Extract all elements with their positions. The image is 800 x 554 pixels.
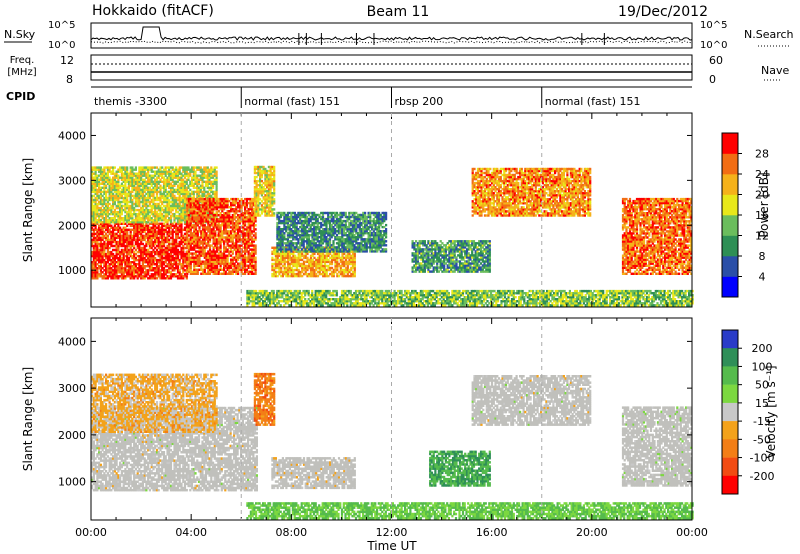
power-cell bbox=[114, 166, 116, 168]
power-cell bbox=[135, 166, 137, 168]
frequency-tick-bottom: 8 bbox=[66, 73, 73, 86]
superdarn-rti-plot: Hokkaido (fitACF) Beam 11 19/Dec/2012 N.… bbox=[0, 0, 800, 554]
frequency-panel-frame bbox=[91, 55, 692, 80]
nave-label: Nave bbox=[761, 64, 789, 77]
cpid-mode-label: rbsp 200 bbox=[395, 95, 444, 108]
noise-right-tick-top: 10^5 bbox=[700, 20, 727, 31]
power-data bbox=[91, 166, 694, 307]
noise-left-tick-bottom: 10^0 bbox=[48, 40, 75, 51]
power-cell bbox=[173, 269, 175, 271]
power-cell bbox=[138, 261, 140, 263]
cpid-mode-label: normal (fast) 151 bbox=[244, 95, 340, 108]
cpid-label: CPID bbox=[6, 90, 35, 103]
noise-sky-trace bbox=[91, 27, 692, 40]
date-title: 19/Dec/2012 bbox=[618, 4, 708, 20]
cpid-modes: themis -3300 normal (fast) 151 rbsp 200 nor… bbox=[94, 87, 641, 108]
power-cell bbox=[126, 197, 128, 199]
power-cell bbox=[96, 269, 98, 271]
frequency-label-line1: Freq. bbox=[10, 55, 35, 66]
power-cell bbox=[117, 179, 119, 181]
frequency-tick-top: 12 bbox=[60, 54, 74, 67]
cpid-panel: CPID themis -3300 normal (fast) 151 rbsp 2… bbox=[6, 87, 692, 108]
power-cell bbox=[131, 166, 133, 168]
cpid-mode-label: themis -3300 bbox=[94, 95, 167, 108]
power-cell bbox=[161, 166, 163, 168]
nave-tick-top: 60 bbox=[709, 54, 723, 67]
power-cell bbox=[156, 166, 158, 168]
noise-traces bbox=[91, 27, 692, 45]
noise-search-label: N.Search bbox=[744, 28, 794, 41]
power-cell bbox=[112, 169, 114, 171]
power-cell bbox=[179, 269, 181, 271]
power-cell bbox=[186, 275, 188, 277]
power-cell bbox=[126, 231, 128, 233]
noise-search-trace bbox=[91, 41, 692, 43]
power-cell bbox=[109, 177, 111, 179]
power-cell bbox=[130, 231, 132, 233]
beam-title: Beam 11 bbox=[367, 4, 430, 20]
frequency-label-line2: [MHz] bbox=[7, 67, 36, 78]
power-cell bbox=[159, 189, 161, 191]
power-cell bbox=[177, 249, 179, 251]
power-cell bbox=[180, 231, 182, 233]
noise-sky-label: N.Sky bbox=[4, 28, 36, 41]
power-cell bbox=[126, 166, 128, 168]
noise-left-tick-top: 10^5 bbox=[48, 20, 75, 31]
power-cell bbox=[103, 169, 105, 171]
cpid-mode-label: normal (fast) 151 bbox=[545, 95, 641, 108]
power-cell bbox=[131, 241, 133, 243]
noise-panel-frame bbox=[91, 23, 692, 48]
noise-panel: N.Sky 10^5 10^0 10^5 10^0 N.Search bbox=[4, 20, 794, 51]
power-cell bbox=[100, 166, 102, 168]
power-cell bbox=[135, 169, 137, 171]
power-cell bbox=[126, 169, 128, 171]
station-title: Hokkaido (fitACF) bbox=[92, 3, 214, 19]
rti-chart: Hokkaido (fitACF) Beam 11 19/Dec/2012 N.… bbox=[0, 0, 800, 554]
noise-right-tick-bottom: 10^0 bbox=[700, 40, 727, 51]
nave-tick-bottom: 0 bbox=[709, 73, 716, 86]
frequency-panel: Freq. [MHz] 12 8 60 0 Nave bbox=[7, 54, 789, 86]
